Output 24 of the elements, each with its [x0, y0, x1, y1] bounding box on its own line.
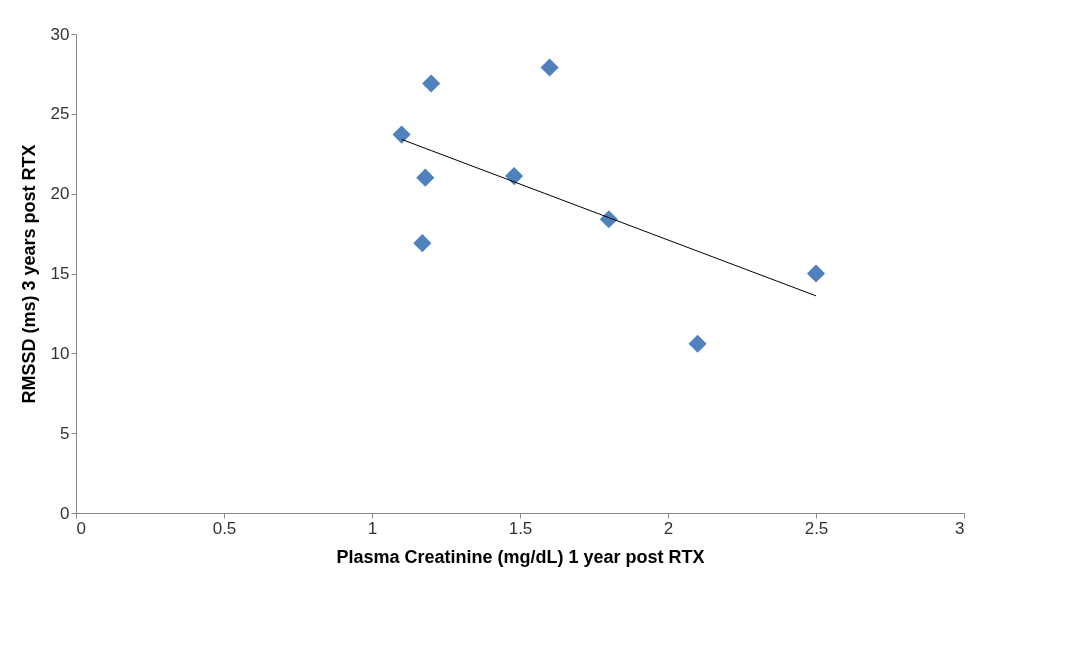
- y-tick-label: 15: [50, 264, 70, 283]
- y-tick-label: 30: [50, 24, 70, 44]
- point: [422, 74, 441, 93]
- x-tick-label: 3: [955, 518, 965, 538]
- point: [540, 58, 559, 77]
- point: [505, 167, 524, 186]
- point: [413, 234, 432, 253]
- y-tick-label: 0: [60, 503, 70, 523]
- point: [392, 125, 411, 144]
- x-tick-label: 0: [76, 518, 86, 538]
- x-tick-label: 2.5: [804, 518, 829, 538]
- x-tick-label: 0.5: [212, 518, 237, 538]
- x-tick-label: 1: [367, 518, 378, 538]
- y-tick-label: 25: [50, 104, 70, 124]
- x-tick-label: 2: [663, 518, 674, 538]
- y-tick-label: 20: [50, 184, 70, 204]
- x-axis-title: Plasma Creatinine (mg/dL) 1 year post RTX: [336, 546, 705, 567]
- y-tick-label: 5: [60, 423, 70, 443]
- y-axis-title: RMSSD (ms) 3 years post RTX: [18, 144, 39, 404]
- point: [688, 334, 707, 353]
- x-tick-label: 1.5: [508, 518, 533, 538]
- point: [416, 168, 435, 187]
- point: [806, 264, 826, 283]
- y-tick-label: 10: [50, 343, 70, 363]
